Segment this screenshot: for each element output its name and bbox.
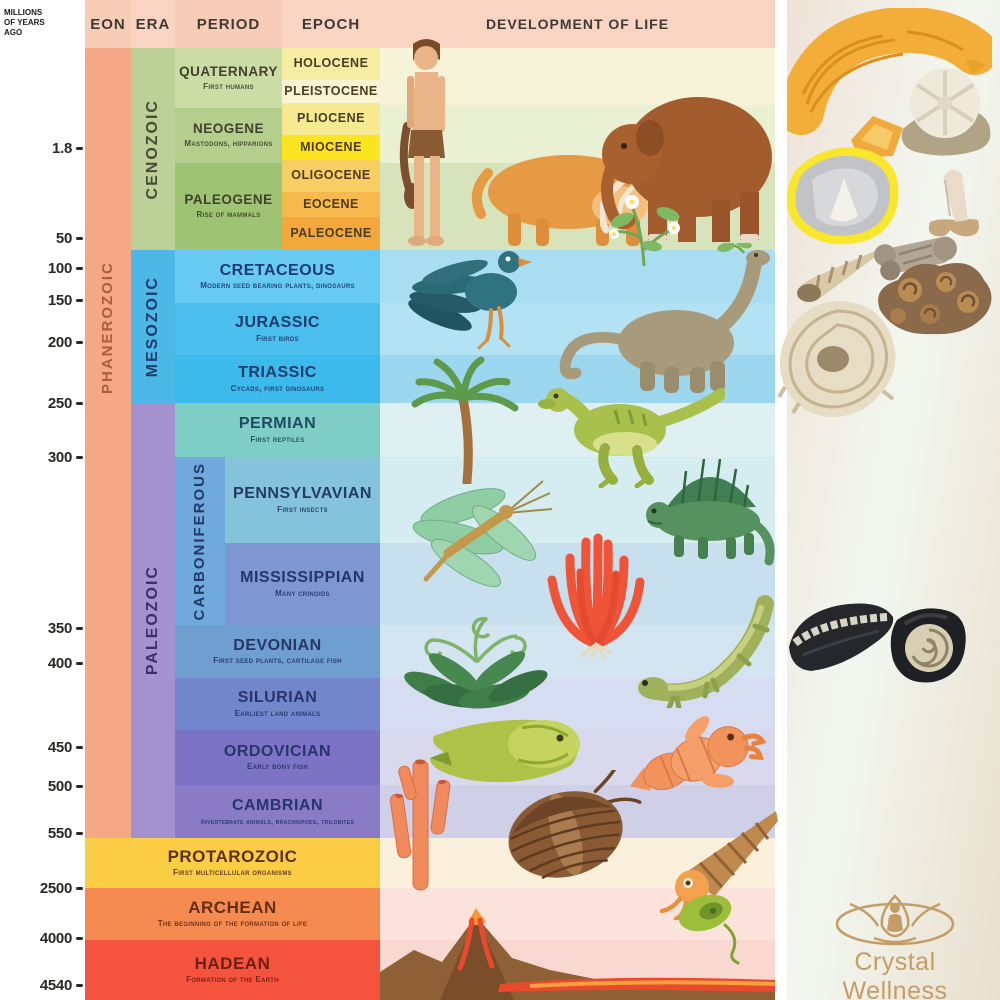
period-protarozoic: PROTAROZOIC First multicellular organisms — [85, 838, 380, 888]
tick-400: 400 — [0, 655, 85, 672]
red-crinoid-illustration — [540, 532, 652, 660]
fern-illustration — [402, 592, 552, 727]
header-period: PERIOD — [196, 15, 261, 33]
epoch-holocene: HOLOCENE — [282, 48, 380, 80]
flowering-branch-illustration — [602, 190, 687, 268]
amber-ammonite-imprint-fossil — [787, 8, 992, 138]
jawless-fish-illustration — [422, 708, 587, 798]
period-archean: ARCHEAN The beginning of the formation of… — [85, 888, 380, 940]
header-development-of-life: DEVELOPMENT OF LIFE — [485, 16, 670, 32]
era-cenozoic: CENOZOIC — [131, 48, 175, 250]
caveman-illustration — [398, 36, 456, 250]
period-permian: PERMIAN First reptiles — [175, 403, 380, 457]
black-ammonite-fossil — [885, 600, 970, 688]
tick-250: 250 — [0, 395, 85, 412]
early-amphibian-illustration — [635, 578, 780, 708]
period-cambrian: CAMBRIAN Invertebrate animals, brachiopod… — [175, 785, 380, 838]
header-period-cell — [175, 0, 282, 48]
tick-50: 50 — [0, 230, 85, 247]
brand-name: Crystal Wellness — [842, 948, 948, 1000]
shark-tooth-fossil — [920, 160, 990, 242]
era-mesozoic: MESOZOIC — [131, 250, 175, 403]
header-eon: EON — [90, 15, 126, 33]
epoch-pliocene: PLIOCENE — [282, 103, 380, 135]
life-band-quaternary — [380, 48, 775, 105]
coral-colony-fossil — [868, 248, 998, 343]
epoch-eocene: EOCENE — [282, 192, 380, 217]
period-mississippian: MISSISSIPPIAN Many crinoids — [225, 543, 380, 625]
period-devonian: DEVONIAN First seed plants, cartilage fis… — [175, 625, 380, 678]
palm-tree-illustration — [405, 352, 525, 484]
tick-350: 350 — [0, 620, 85, 637]
orthocone-nautiloid-illustration — [630, 795, 780, 920]
euglena-illustration — [675, 885, 750, 965]
period-triassic: TRIASSIC Cycads, first dinosaurs — [175, 355, 380, 403]
period-quaternary: QUATERNARY First humans — [175, 48, 282, 108]
epoch-miocene: MIOCENE — [282, 135, 380, 160]
period-jurassic: JURASSIC First birds — [175, 303, 380, 355]
amber-piece-fossil — [845, 112, 907, 162]
sauropod-illustration — [558, 243, 776, 393]
theropod-dinosaur-illustration — [525, 368, 725, 488]
coral-crinoid-illustration — [386, 752, 456, 897]
period-silurian: SILURIAN Earliest land animals — [175, 678, 380, 730]
volcano-landscape-illustration — [380, 898, 775, 1000]
epoch-oligocene: OLIGOCENE — [282, 160, 380, 192]
period-paleogene: PALEOGENE Rise of mammals — [175, 163, 282, 250]
tick-150: 150 — [0, 292, 85, 309]
tooth-in-matrix-highlighted-fossil — [782, 140, 907, 250]
header-epoch: EPOCH — [301, 15, 361, 33]
period-cretaceous: CRETACEOUS Modern seed bearing plants, di… — [175, 250, 380, 303]
tick-550: 550 — [0, 825, 85, 842]
sea-urchin-fossil — [893, 55, 998, 160]
mammoth-illustration — [600, 62, 775, 252]
header-eon-cell — [85, 0, 131, 48]
trilobite-illustration — [485, 770, 650, 895]
tick-300: 300 — [0, 449, 85, 466]
era-paleozoic: PALEOZOIC — [131, 403, 175, 838]
sea-scorpion-illustration — [605, 702, 770, 817]
turritella-shell-fossil — [785, 243, 880, 305]
timeline-axis-title: MILLIONS OF YEARS AGO — [4, 8, 45, 37]
tick-450: 450 — [0, 739, 85, 756]
tick-2500: 2500 — [0, 880, 85, 897]
period-pennsylvavian: PENNSYLVAVIAN First insects — [225, 457, 380, 543]
tick-200: 200 — [0, 334, 85, 351]
archaeopteryx-illustration — [395, 240, 535, 355]
sub-era-carboniferous: CARBONIFEROUS — [175, 457, 225, 625]
tick-4540: 4540 — [0, 977, 85, 994]
spiral-shell-fossil — [775, 295, 900, 425]
epoch-pleistocene: PLEISTOCENE — [282, 80, 380, 103]
orthoceras-fossil — [783, 595, 898, 687]
giant-dragonfly-illustration — [408, 475, 553, 597]
period-ordovician: ORDOVICIAN Early bony fish — [175, 730, 380, 785]
header-era: ERA — [135, 15, 171, 33]
tick-1.8: 1.8 — [0, 140, 85, 157]
tick-500: 500 — [0, 778, 85, 795]
epoch-paleocene: PALEOCENE — [282, 217, 380, 250]
period-neogene: NEOGENE Mastodons, hipparions — [175, 108, 282, 163]
tick-100: 100 — [0, 260, 85, 277]
period-hadean: HADEAN Formation of the Earth — [85, 940, 380, 1000]
tick-4000: 4000 — [0, 930, 85, 947]
eon-phanerozoic: PHANEROZOIC — [85, 48, 131, 838]
crystal-wellness-logo — [830, 890, 960, 952]
dimetrodon-illustration — [642, 445, 777, 570]
